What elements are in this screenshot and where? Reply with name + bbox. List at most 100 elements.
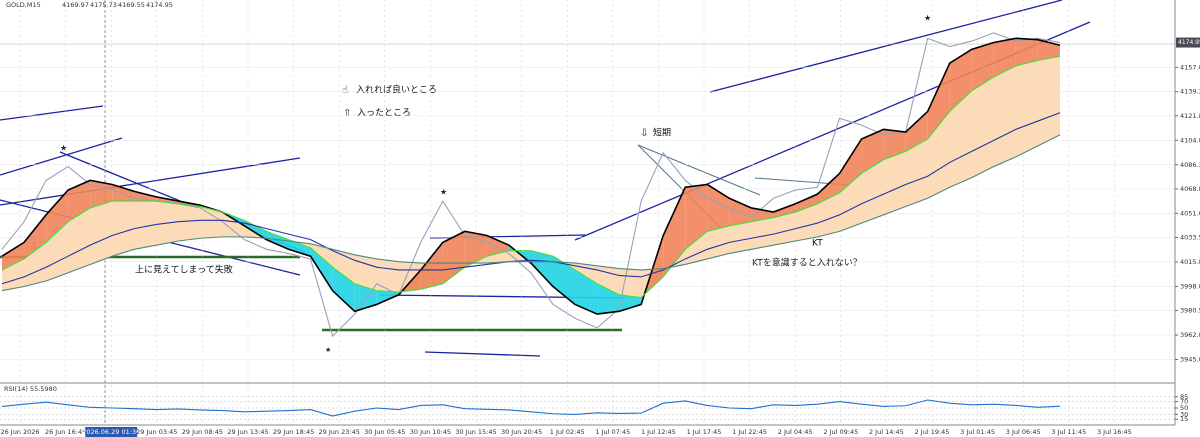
ribbon-segment [442,231,465,284]
header: GOLD,M15 4169.97 4175.73 4169.55 4174.95 [6,1,173,9]
ribbon-segment [530,250,553,287]
ribbon-segment [575,269,598,315]
trend-line [709,0,1063,93]
ribbon-segment [707,184,730,232]
x-tick-label: 26 Jun 2026 [0,428,39,436]
ribbon-segment [266,231,289,250]
ribbon-segment [420,242,443,290]
ribbon-segment [993,38,1016,77]
trend-line [424,351,541,357]
x-tick-label: 3 Jul 06:45 [1006,428,1041,436]
x-tick-label: 1 Jul 12:45 [641,428,676,436]
ribbon-segment [905,111,928,152]
x-tick-label: 29 Jun 08:45 [182,428,223,436]
y-tick-label: 70 [1180,398,1188,406]
ribbon-segment [90,180,113,208]
star: ★ [440,188,447,197]
series-line [1,134,1061,292]
x-tick-label: 29 Jun 18:45 [273,428,314,436]
y-tick-label: 3945.05 [1180,356,1200,364]
x-tick-label: 30 Jun 20:45 [501,428,542,436]
y-tick-label: 3998.05 [1180,282,1200,290]
x-tick-label: 2 Jul 19:45 [915,428,950,436]
series-line [1,55,1061,299]
x-tick-label: 1 Jul 17:45 [687,428,722,436]
last-price-box [1176,37,1200,48]
x-tick-label: 29 Jun 13:45 [227,428,268,436]
y-tick-label: 4033.55 [1180,233,1200,241]
last-price-label: 4174.95 [1178,39,1200,46]
series-line [1,37,1061,315]
close: 4174.95 [146,1,173,9]
x-tick-label: 3 Jul 11:45 [1051,428,1086,436]
ribbon-segment [685,184,708,250]
x-tick-label: 2 Jul 09:45 [823,428,858,436]
star: ★ [60,144,67,153]
y-tick-label: 4015.80 [1180,258,1200,266]
ribbon-segment [46,190,69,243]
ribbon-segment [773,203,796,218]
ribbon-segment [68,180,91,222]
down-arrow-icon: ⇩ [640,128,648,139]
y-tick-label: 4086.30 [1180,161,1200,169]
x-tick-label: 2 Jul 04:45 [778,428,813,436]
ribbon-segment [619,294,642,312]
ribbon-segment [817,173,840,204]
open: 4169.97 [62,1,89,9]
ribbon-segment [2,242,25,270]
y-tick-label: 15 [1180,415,1188,423]
y-tick-label: 30 [1180,410,1188,418]
trend-line [0,137,123,176]
y-tick-label: 4121.80 [1180,112,1200,120]
y-tick-label: 4068.80 [1180,185,1200,193]
x-tick-label: 1 Jul 02:45 [550,428,585,436]
x-tick-label: 3 Jul 01:45 [960,428,995,436]
ribbon-segment [376,290,399,305]
series-line [1,399,1060,417]
y-tick-label: 85 [1180,393,1188,401]
y-tick-label: 3980.55 [1180,307,1200,315]
y-tick-label: 3962.80 [1180,331,1200,339]
ribbon-segment [310,247,333,291]
high: 4175.73 [90,1,117,9]
cursor-label: 2026.06.29 01:30 [82,428,140,436]
y-tick-label: 4157.00 [1180,63,1200,71]
x-tick-label: 26 Jun 16:45 [45,428,86,436]
ribbon-segment [597,283,620,315]
y-tick-label: 4139.30 [1180,88,1200,96]
ribbon-segment [949,49,972,112]
ribbon-segment [288,239,311,257]
x-tick-label: 29 Jun 03:45 [136,428,177,436]
ribbon-segment [553,256,576,305]
trend-line [637,144,761,196]
annotation: 短期 [653,127,671,139]
annotation: 入ったところ [357,108,411,119]
x-tick-label: 30 Jun 05:45 [364,428,405,436]
x-tick-label: 30 Jun 10:45 [410,428,451,436]
annotation: 上に見えてしまって失敗 [135,264,233,276]
hand-icon: ☝ [342,85,348,96]
ribbon-segment [971,42,994,91]
x-tick-label: 29 Jun 23:45 [319,428,360,436]
ribbon-segment [1015,38,1038,66]
ribbon-segment [839,138,862,193]
ribbon-segment [663,187,686,277]
x-tick-label: 3 Jul 16:45 [1097,428,1132,436]
x-tick-label: 2 Jul 14:45 [869,428,904,436]
ribbon-segment [332,267,355,312]
symbol: GOLD,M15 [6,1,41,9]
ribbon-segment [24,214,47,259]
ribbon-segment [1037,39,1060,61]
y-tick-label: 50 [1180,404,1188,412]
trend-line [0,157,301,206]
ribbon-segment [883,129,906,160]
ribbon-segment [112,184,135,202]
annotation: KTを意識すると入れない？ [752,257,862,269]
ribbon-segment [729,198,752,226]
y-tick-label: 4104.05 [1180,136,1200,144]
star: ★ [325,346,331,354]
y-tick-label: 4051.05 [1180,209,1200,217]
up-arrow-icon: ⇧ [343,108,351,119]
ribbon-segment [795,194,818,213]
